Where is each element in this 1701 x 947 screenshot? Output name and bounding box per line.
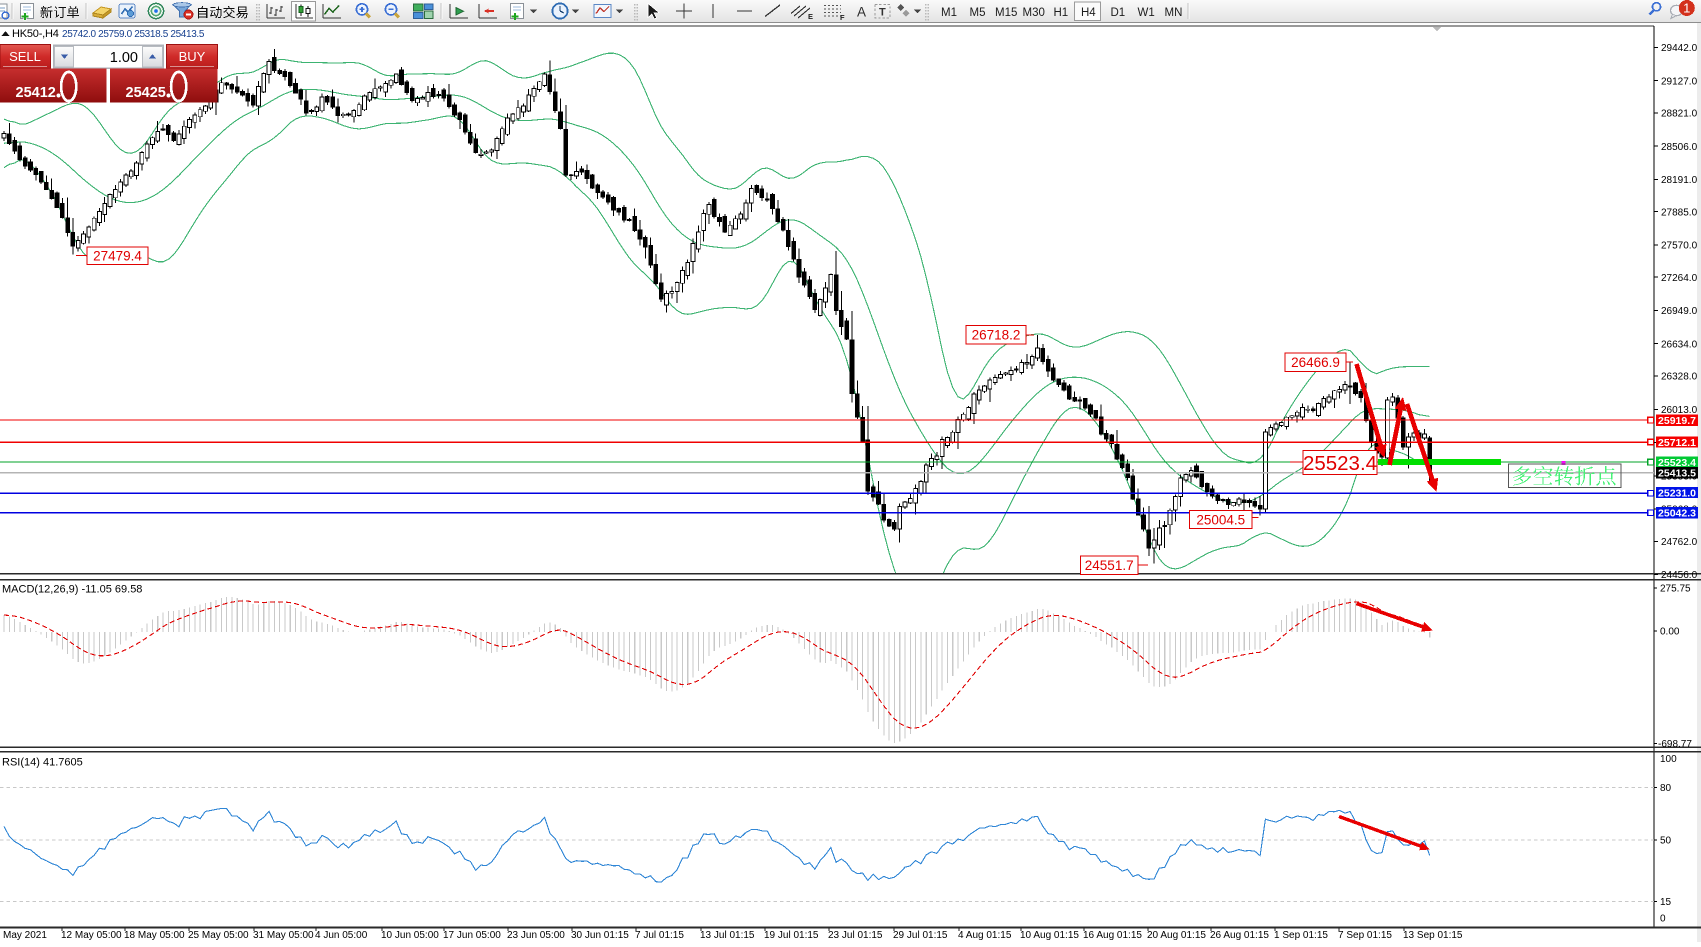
svg-text:16 Aug 01:15: 16 Aug 01:15 [1083, 930, 1142, 941]
svg-text:F: F [840, 13, 845, 22]
svg-text:May 2021: May 2021 [3, 930, 47, 941]
svg-text:24762.0: 24762.0 [1661, 537, 1698, 548]
svg-text:4 Jun 05:00: 4 Jun 05:00 [315, 930, 368, 941]
svg-text:100: 100 [1660, 754, 1677, 765]
svg-text:18 May 05:00: 18 May 05:00 [124, 930, 185, 941]
svg-text:28191.0: 28191.0 [1661, 175, 1698, 186]
svg-text:24551.7: 24551.7 [1085, 558, 1134, 573]
svg-text:20 Aug 01:15: 20 Aug 01:15 [1147, 930, 1206, 941]
svg-text:M5: M5 [970, 7, 986, 19]
svg-text:28821.0: 28821.0 [1661, 109, 1698, 120]
svg-text:-698.77: -698.77 [1658, 739, 1692, 750]
svg-text:D1: D1 [1111, 7, 1126, 19]
svg-text:E: E [808, 12, 813, 21]
svg-text:13 Jul 01:15: 13 Jul 01:15 [700, 930, 755, 941]
svg-text:BUY: BUY [179, 49, 206, 64]
svg-text:W1: W1 [1138, 7, 1155, 19]
svg-text:10 Aug 01:15: 10 Aug 01:15 [1020, 930, 1079, 941]
svg-text:27570.0: 27570.0 [1661, 241, 1698, 252]
svg-text:M30: M30 [1023, 7, 1045, 19]
svg-text:29442.0: 29442.0 [1661, 43, 1698, 54]
svg-text:7 Jul 01:15: 7 Jul 01:15 [635, 930, 684, 941]
svg-text:25919.7: 25919.7 [1658, 415, 1696, 427]
svg-text:24456.0: 24456.0 [1661, 570, 1698, 581]
svg-text:25413.5: 25413.5 [1658, 468, 1696, 480]
svg-text:23 Jul 01:15: 23 Jul 01:15 [828, 930, 883, 941]
svg-text:30 Jun 01:15: 30 Jun 01:15 [571, 930, 629, 941]
svg-text:17 Jun 05:00: 17 Jun 05:00 [443, 930, 501, 941]
svg-text:25425: 25425 [126, 85, 166, 101]
svg-text:26949.0: 26949.0 [1661, 306, 1698, 317]
svg-text:7 Sep 01:15: 7 Sep 01:15 [1338, 930, 1392, 941]
svg-text:H4: H4 [1081, 7, 1096, 19]
svg-text:25231.0: 25231.0 [1658, 487, 1696, 499]
svg-text:27479.4: 27479.4 [93, 249, 142, 264]
svg-text:31 May 05:00: 31 May 05:00 [253, 930, 314, 941]
svg-text:26328.0: 26328.0 [1661, 372, 1698, 383]
svg-text:10 Jun 05:00: 10 Jun 05:00 [381, 930, 439, 941]
svg-text:HK50-,H4: HK50-,H4 [12, 28, 59, 40]
svg-text:25412: 25412 [16, 85, 56, 101]
svg-text:25742.0 25759.0 25318.5 25413.: 25742.0 25759.0 25318.5 25413.5 [62, 29, 205, 40]
svg-text:0.00: 0.00 [1660, 626, 1680, 637]
svg-text:MACD(12,26,9) -11.05 69.58: MACD(12,26,9) -11.05 69.58 [2, 584, 142, 596]
svg-text:15: 15 [1660, 897, 1672, 908]
svg-text:25523.4: 25523.4 [1658, 457, 1696, 469]
svg-text:29127.0: 29127.0 [1661, 76, 1698, 87]
svg-text:1.00: 1.00 [110, 50, 138, 66]
svg-text:26 Aug 01:15: 26 Aug 01:15 [1210, 930, 1269, 941]
svg-text:MN: MN [1165, 7, 1183, 19]
svg-text:27264.0: 27264.0 [1661, 273, 1698, 284]
svg-text:12 May 05:00: 12 May 05:00 [61, 930, 122, 941]
svg-text:26466.9: 26466.9 [1291, 355, 1340, 370]
svg-text:23 Jun 05:00: 23 Jun 05:00 [507, 930, 565, 941]
svg-text:13 Sep 01:15: 13 Sep 01:15 [1403, 930, 1463, 941]
svg-text:28506.0: 28506.0 [1661, 142, 1698, 153]
svg-text:25523.4: 25523.4 [1303, 452, 1377, 475]
svg-text:26013.0: 26013.0 [1661, 405, 1698, 416]
svg-text:50: 50 [1660, 836, 1672, 847]
svg-text:4 Aug 01:15: 4 Aug 01:15 [958, 930, 1012, 941]
svg-text:T: T [879, 7, 886, 19]
svg-text:29 Jul 01:15: 29 Jul 01:15 [893, 930, 948, 941]
svg-text:H1: H1 [1054, 7, 1069, 19]
svg-text:1: 1 [1683, 1, 1690, 16]
svg-text:1 Sep 01:15: 1 Sep 01:15 [1274, 930, 1328, 941]
svg-text:25712.1: 25712.1 [1658, 437, 1696, 449]
svg-text:M15: M15 [995, 7, 1017, 19]
svg-text:SELL: SELL [9, 49, 41, 64]
svg-text:0: 0 [1660, 914, 1666, 925]
svg-text:25042.3: 25042.3 [1658, 508, 1696, 520]
svg-text:M1: M1 [941, 7, 957, 19]
svg-text:26634.0: 26634.0 [1661, 339, 1698, 350]
svg-text:19 Jul 01:15: 19 Jul 01:15 [764, 930, 819, 941]
svg-text:80: 80 [1660, 783, 1672, 794]
svg-text:275.75: 275.75 [1660, 584, 1691, 595]
svg-text:26718.2: 26718.2 [972, 328, 1021, 343]
svg-text:27885.0: 27885.0 [1661, 207, 1698, 218]
svg-text:A: A [857, 5, 866, 20]
svg-text:RSI(14) 41.7605: RSI(14) 41.7605 [2, 757, 83, 769]
svg-text:25 May 05:00: 25 May 05:00 [188, 930, 249, 941]
svg-text:25004.5: 25004.5 [1196, 512, 1245, 527]
